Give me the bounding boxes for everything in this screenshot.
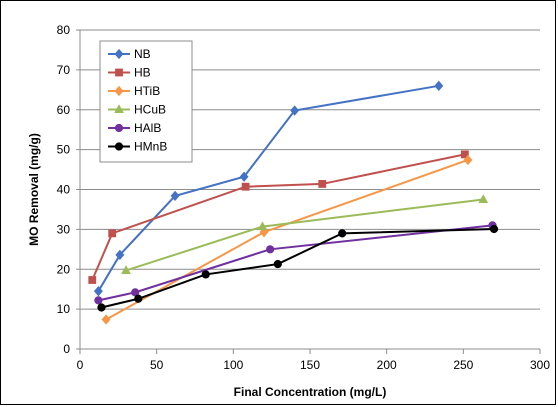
data-point-htib bbox=[101, 314, 111, 325]
series-hmnb bbox=[97, 224, 499, 312]
data-point-hmnb bbox=[201, 270, 210, 279]
x-tick-label: 0 bbox=[77, 358, 84, 372]
data-point-halb bbox=[131, 288, 140, 297]
data-point-nb bbox=[170, 190, 180, 202]
legend-label: HMnB bbox=[134, 140, 167, 154]
series-hb bbox=[88, 150, 469, 284]
data-point-nb bbox=[239, 171, 249, 182]
series-line-hmnb bbox=[101, 227, 495, 309]
x-tick-labels: 0 50 100 150 200 250 300 bbox=[77, 358, 551, 372]
series-htib bbox=[101, 154, 473, 325]
data-point-nb bbox=[93, 286, 103, 297]
x-tick-label: 100 bbox=[223, 358, 243, 372]
y-tick-label: 70 bbox=[57, 63, 71, 77]
legend-label: HTiB bbox=[134, 84, 160, 98]
x-tick-label: 50 bbox=[150, 358, 164, 372]
legend-label: HAlB bbox=[134, 121, 161, 135]
legend-label: HCuB bbox=[134, 103, 166, 117]
series-line-nb bbox=[97, 84, 439, 292]
data-point-hmnb bbox=[273, 259, 282, 269]
data-point-hcub bbox=[121, 265, 131, 274]
legend-item-hcub: HCuB bbox=[108, 103, 166, 117]
series-line-halb bbox=[98, 224, 493, 302]
legend: NB HB HTiB HCuB HAlB HMnB bbox=[99, 40, 193, 163]
legend-label: HB bbox=[134, 66, 151, 80]
y-tick-label: 60 bbox=[57, 103, 71, 117]
data-point-hmnb bbox=[489, 224, 499, 234]
y-tick-label: 80 bbox=[57, 23, 71, 37]
legend-swatch-marker bbox=[114, 123, 124, 133]
y-tick-label: 10 bbox=[57, 302, 71, 316]
data-point-hb bbox=[241, 182, 250, 191]
data-point-halb bbox=[266, 245, 275, 254]
legend-swatch-marker bbox=[114, 85, 124, 97]
y-tick-label: 40 bbox=[57, 183, 71, 197]
data-point-hb bbox=[108, 229, 117, 238]
y-tick-label: 30 bbox=[57, 222, 71, 236]
legend-label: NB bbox=[134, 47, 151, 61]
data-point-nb bbox=[115, 249, 125, 261]
data-point-hmnb bbox=[134, 294, 143, 303]
legend-swatch-marker bbox=[114, 104, 124, 113]
series-hcub bbox=[121, 194, 489, 274]
x-tick-label: 200 bbox=[377, 358, 397, 372]
data-point-hcub bbox=[478, 194, 489, 203]
series-line-htib bbox=[105, 159, 469, 321]
y-tick-label: 0 bbox=[63, 342, 70, 356]
legend-item-hmnb: HMnB bbox=[108, 140, 167, 154]
data-point-htib bbox=[463, 154, 473, 166]
y-tick-label: 20 bbox=[57, 262, 71, 276]
x-tick-label: 250 bbox=[453, 358, 473, 372]
data-point-hmnb bbox=[97, 303, 106, 312]
legend-box bbox=[99, 40, 193, 163]
data-point-hcub bbox=[257, 221, 268, 231]
legend-swatch-marker bbox=[114, 48, 124, 60]
y-tick-labels: 0 10 20 30 40 50 60 70 80 bbox=[57, 23, 71, 356]
series-nb bbox=[93, 80, 444, 297]
legend-swatch-marker bbox=[114, 142, 124, 151]
data-point-nb bbox=[434, 80, 444, 91]
series-layer bbox=[88, 80, 499, 325]
axes bbox=[76, 29, 541, 354]
x-tick-label: 300 bbox=[530, 358, 550, 372]
legend-item-halb: HAlB bbox=[108, 121, 161, 135]
data-point-nb bbox=[290, 105, 300, 116]
legend-item-nb: NB bbox=[108, 47, 151, 61]
legend-swatch-marker bbox=[115, 68, 123, 77]
data-point-hb bbox=[88, 276, 97, 284]
data-point-hb bbox=[460, 150, 469, 159]
legend-item-htib: HTiB bbox=[108, 84, 160, 98]
y-axis-title: MO Removal (mg/g) bbox=[27, 133, 41, 246]
y-tick-label: 50 bbox=[57, 143, 71, 157]
x-axis-title: Final Concentration (mg/L) bbox=[234, 385, 387, 399]
data-point-hb bbox=[318, 180, 327, 188]
legend-item-hb: HB bbox=[108, 66, 151, 80]
data-point-hmnb bbox=[338, 229, 347, 238]
data-point-halb bbox=[94, 296, 103, 305]
x-tick-label: 150 bbox=[300, 358, 320, 372]
